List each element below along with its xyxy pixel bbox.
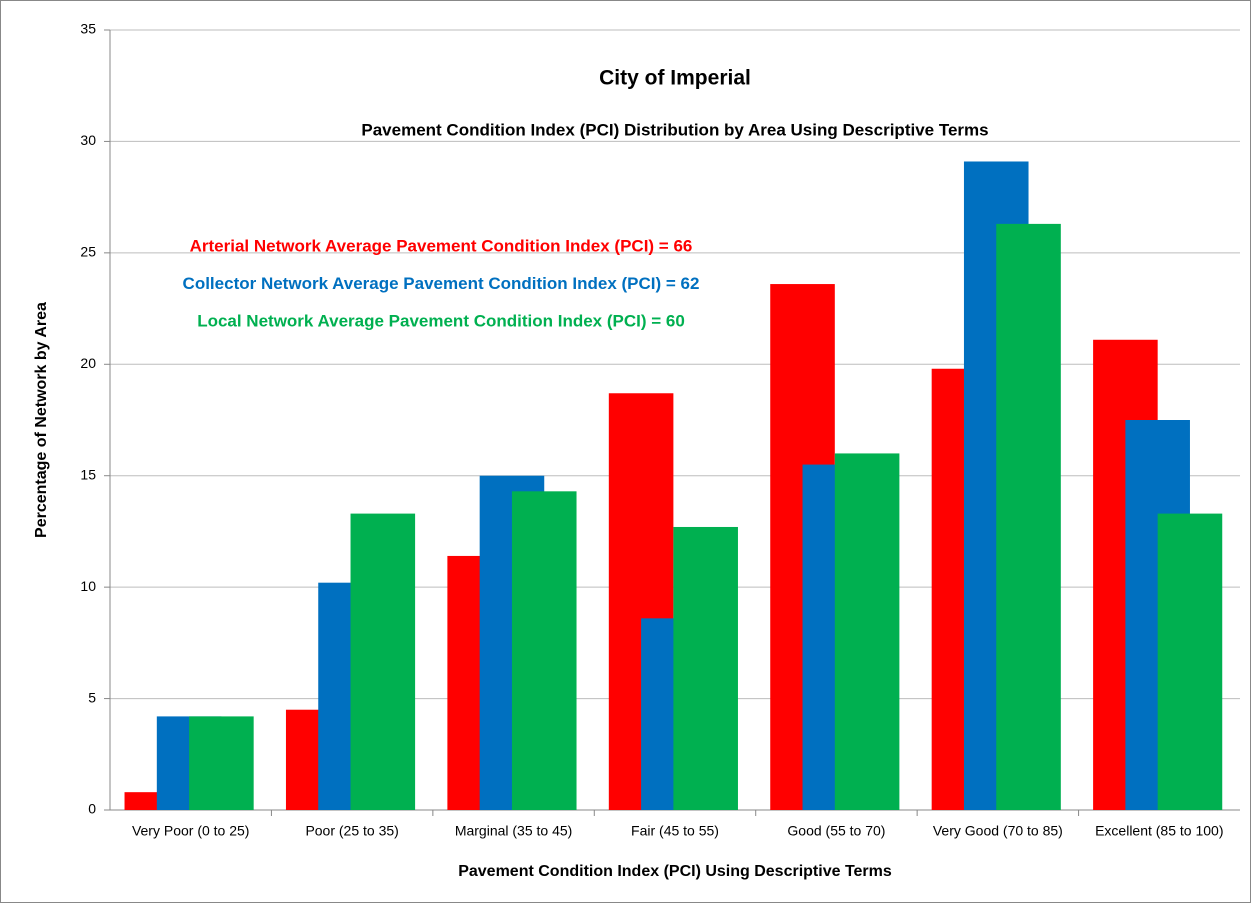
y-tick-label: 35 bbox=[80, 21, 96, 37]
y-tick-label: 5 bbox=[88, 689, 96, 705]
bar bbox=[1157, 513, 1223, 810]
annotation: Collector Network Average Pavement Condi… bbox=[183, 274, 700, 293]
x-tick-label: Excellent (85 to 100) bbox=[1095, 823, 1223, 839]
x-tick-label: Marginal (35 to 45) bbox=[455, 823, 573, 839]
x-tick-label: Very Poor (0 to 25) bbox=[132, 823, 250, 839]
annotation: Local Network Average Pavement Condition… bbox=[197, 311, 685, 330]
y-tick-label: 20 bbox=[80, 355, 96, 371]
bar bbox=[996, 223, 1061, 810]
chart-title: City of Imperial bbox=[599, 67, 751, 90]
x-axis-title: Pavement Condition Index (PCI) Using Des… bbox=[458, 863, 892, 880]
annotation: Arterial Network Average Pavement Condit… bbox=[190, 236, 693, 255]
bar bbox=[673, 526, 738, 810]
y-axis-title: Percentage of Network by Area bbox=[33, 302, 50, 538]
y-tick-label: 25 bbox=[80, 244, 96, 260]
bar-layer bbox=[124, 161, 1223, 810]
y-tick-label: 15 bbox=[80, 466, 96, 482]
bar bbox=[511, 491, 577, 810]
x-tick-label: Good (55 to 70) bbox=[787, 823, 885, 839]
x-tick-label: Poor (25 to 35) bbox=[305, 823, 398, 839]
chart-subtitle: Pavement Condition Index (PCI) Distribut… bbox=[361, 120, 988, 139]
x-tick-label: Very Good (70 to 85) bbox=[933, 823, 1063, 839]
x-tick-label: Fair (45 to 55) bbox=[631, 823, 719, 839]
y-tick-label: 0 bbox=[88, 801, 96, 817]
y-tick-label: 30 bbox=[80, 132, 96, 148]
y-tick-label: 10 bbox=[80, 578, 96, 594]
bar bbox=[350, 513, 416, 810]
bar bbox=[834, 453, 900, 810]
bar bbox=[189, 716, 254, 810]
